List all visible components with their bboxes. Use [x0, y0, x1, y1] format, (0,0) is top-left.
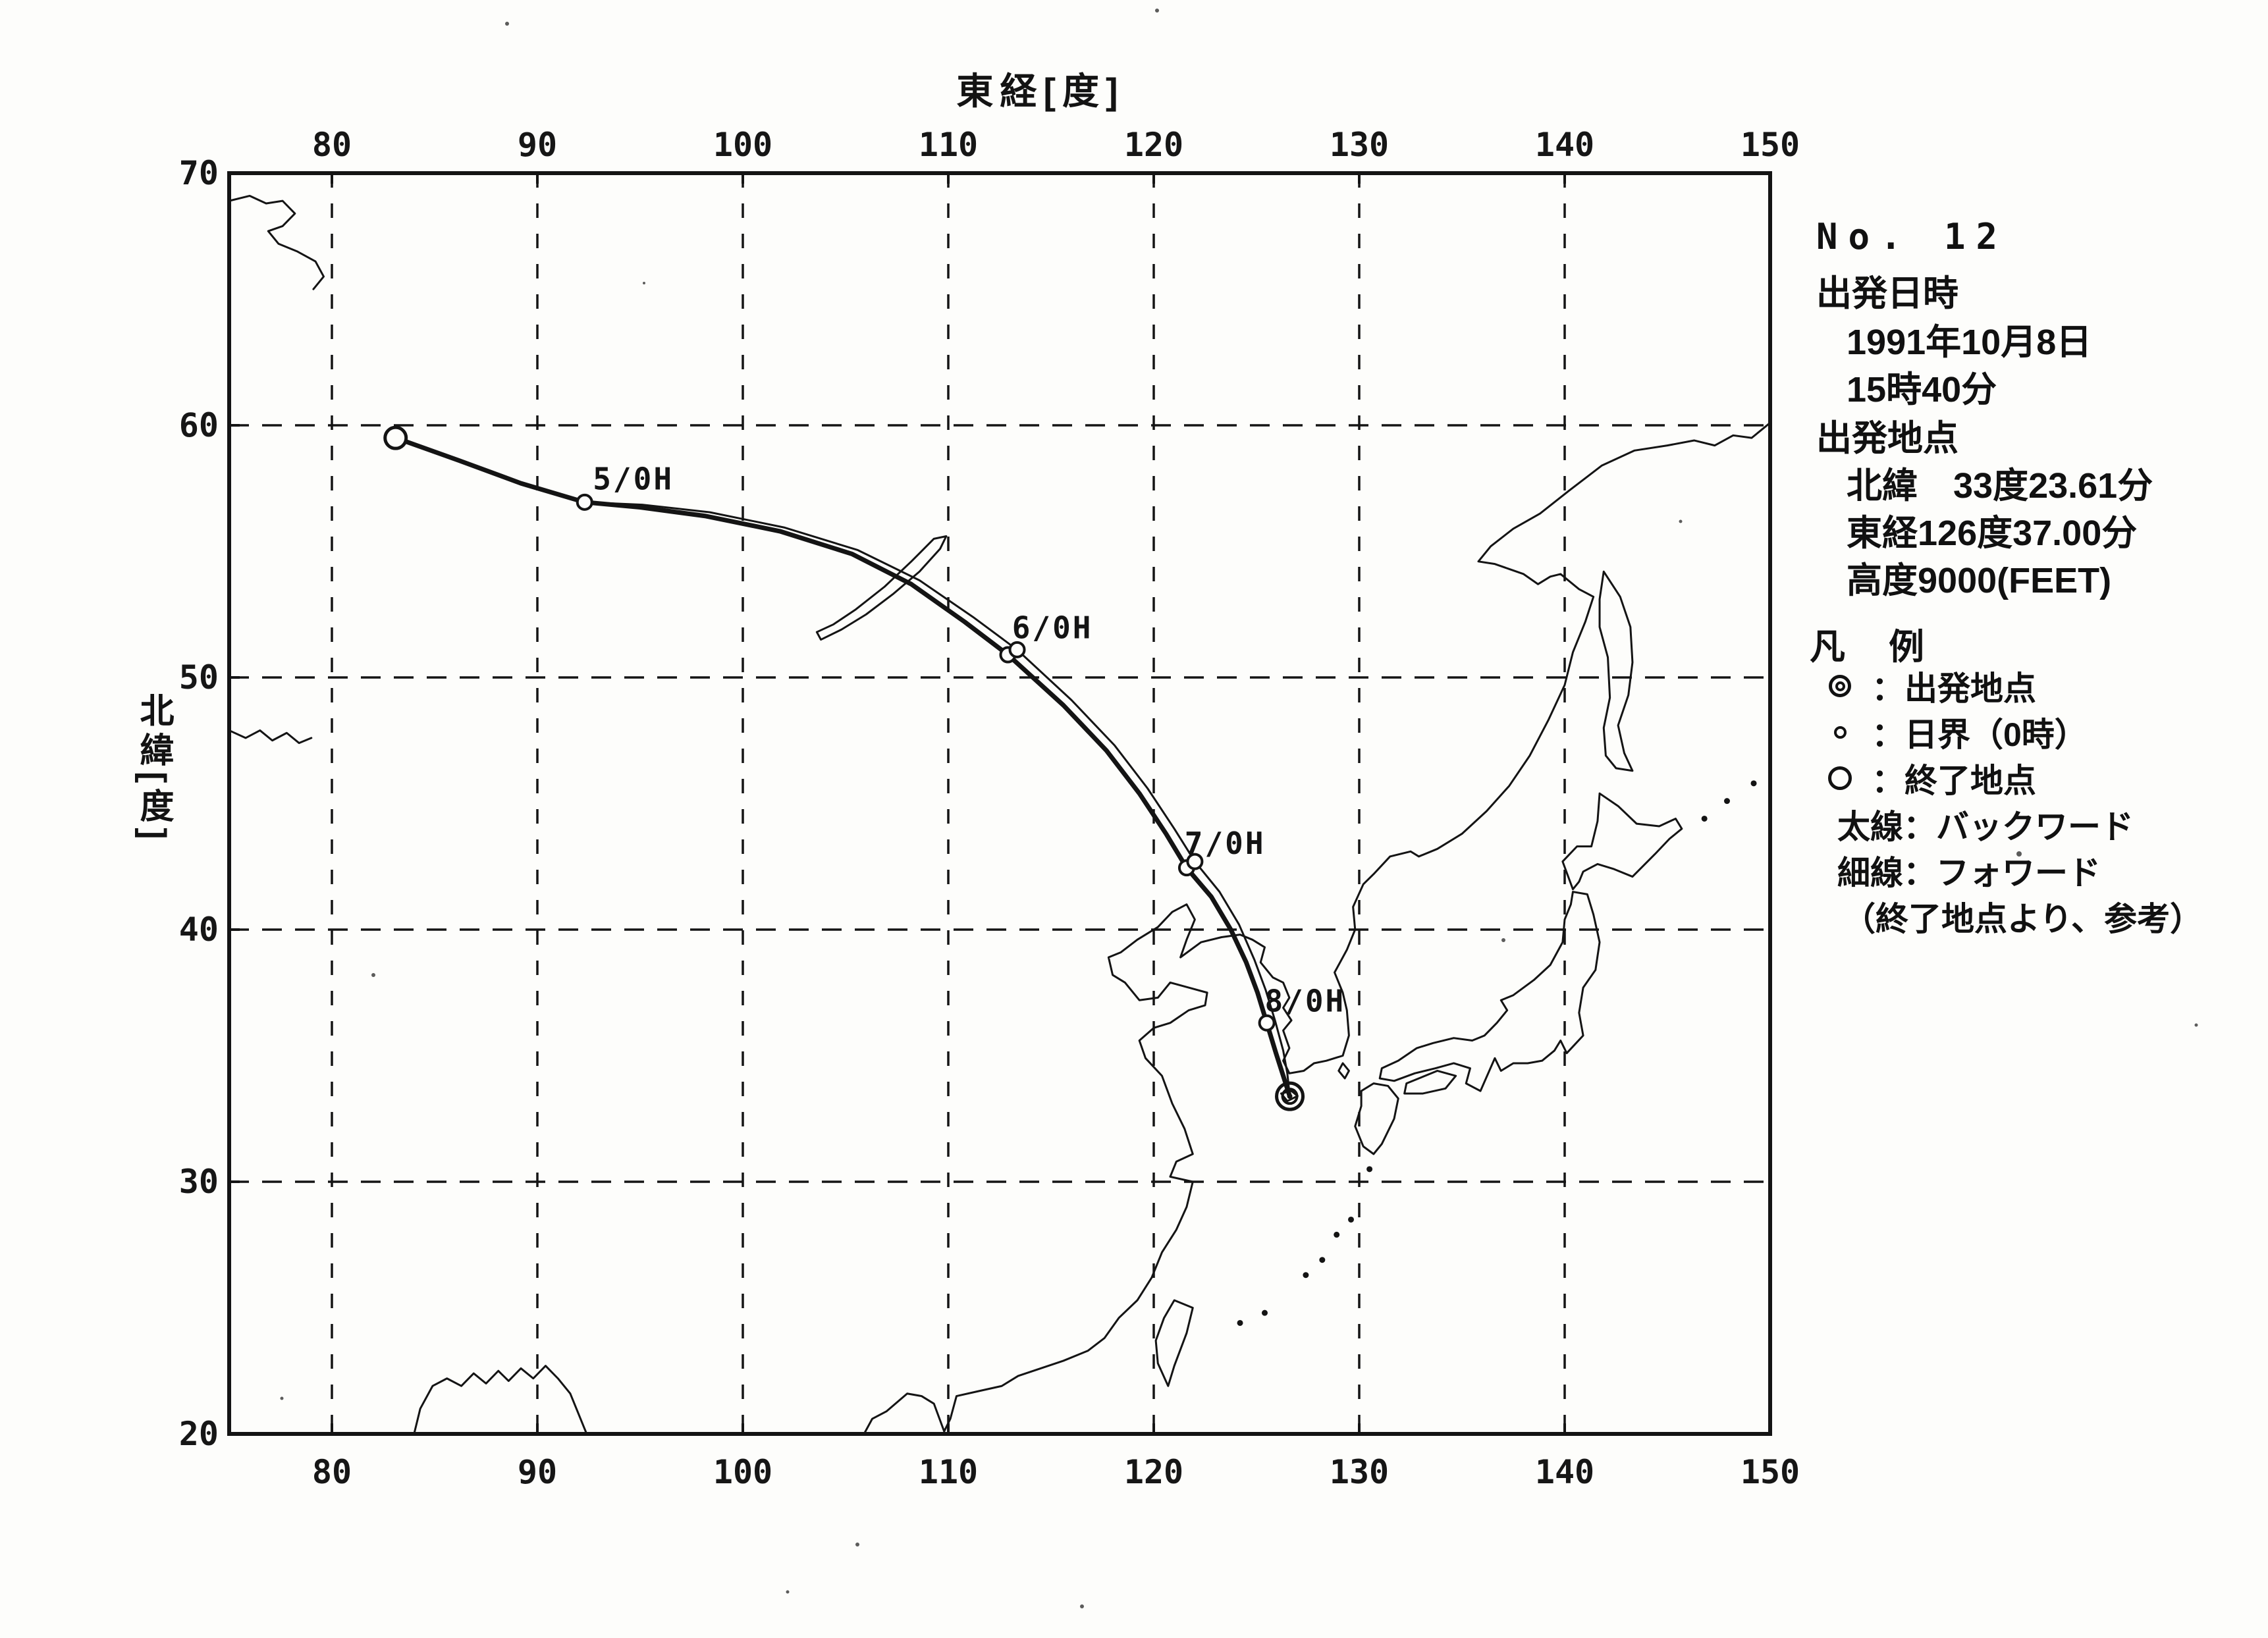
x-tick-top-100: 100	[713, 126, 773, 164]
y-tick-20: 20	[178, 1415, 219, 1453]
coastline-path-2	[229, 196, 324, 289]
x-axis-title: 東経[度]	[956, 70, 1125, 112]
coastline-path-7	[1380, 892, 1600, 1092]
scan-speckle	[786, 1590, 790, 1594]
flight-number: No. 12	[1816, 216, 2009, 257]
departure-point-icon	[1808, 675, 1872, 697]
x-tick-bottom-110: 110	[918, 1453, 979, 1491]
day-boundary-label-5: 5/0H	[593, 462, 674, 497]
end-point-marker	[383, 425, 408, 450]
island-dot	[1701, 815, 1708, 822]
y-axis-title: 北緯[度]	[134, 693, 173, 845]
scan-speckle	[371, 973, 375, 977]
y-tick-60: 60	[178, 406, 219, 444]
scan-speckle	[2194, 1023, 2198, 1027]
island-dot	[1334, 1231, 1340, 1238]
legend-thick-label: ：バックワード	[1903, 808, 2134, 845]
trajectory-backward-thick	[393, 435, 1292, 1099]
y-tick-70: 70	[178, 154, 219, 192]
island-dot	[1348, 1216, 1355, 1223]
x-tick-bottom-90: 90	[517, 1453, 558, 1491]
coastline-path-0	[864, 423, 1770, 1434]
departure-longitude: 東経126度37.00分	[1847, 514, 2138, 553]
scan-speckle	[855, 1543, 859, 1546]
coastline-path-3	[229, 730, 311, 743]
coastline-layer	[229, 196, 1770, 1434]
x-tick-bottom-130: 130	[1329, 1453, 1390, 1491]
scan-speckle	[505, 22, 509, 26]
day-boundary-label-6: 6/0H	[1012, 610, 1093, 646]
coastline-path-8	[1355, 1084, 1399, 1154]
scan-speckle	[1679, 519, 1683, 523]
trajectory-forward-thin	[394, 436, 1291, 1097]
x-tick-top-120: 120	[1123, 126, 1184, 164]
x-tick-top-150: 150	[1740, 126, 1800, 164]
departure-datetime-heading: 出発日時	[1816, 274, 1958, 313]
departure-altitude: 高度9000(FEET)	[1847, 561, 2112, 600]
plot-border	[227, 171, 1772, 1436]
legend-day-boundary-label: ：日界（0時）	[1872, 716, 2088, 753]
scan-speckle	[643, 282, 645, 284]
y-tick-50: 50	[178, 658, 219, 697]
island-dot	[1303, 1272, 1309, 1279]
day-boundary-icon	[1808, 726, 1872, 739]
island-dot	[1319, 1257, 1326, 1263]
coastline-path-1	[414, 1366, 587, 1434]
legend-note: （終了地点より、参考）	[1843, 901, 2203, 938]
island-dot	[1723, 798, 1730, 805]
departure-latitude: 北緯 33度23.61分	[1847, 466, 2153, 506]
departure-marker-outer	[1275, 1081, 1305, 1111]
island-dot	[1237, 1319, 1243, 1326]
scan-speckle	[280, 1396, 284, 1400]
coastline-path-6	[1563, 793, 1682, 889]
legend-thin-label: ：フォワード	[1903, 855, 2101, 891]
x-tick-bottom-150: 150	[1740, 1453, 1800, 1491]
day-boundary-marker-6	[1008, 641, 1026, 658]
coastline-path-4	[817, 537, 946, 640]
end-point-icon	[1808, 766, 1872, 790]
scan-speckle	[2016, 851, 2022, 857]
coastline-path-11	[1339, 1063, 1349, 1078]
day-boundary-label-7: 7/0H	[1185, 826, 1266, 861]
day-boundary-marker-5	[576, 493, 593, 511]
departure-date: 1991年10月8日	[1847, 323, 2092, 362]
scan-speckle	[1080, 1604, 1084, 1608]
day-boundary-marker-7	[1186, 853, 1204, 870]
legend-end-label: ：終了地点	[1872, 762, 2036, 799]
legend-thin-prefix: 細線	[1837, 855, 1903, 891]
day-boundary-marker-8	[1258, 1014, 1276, 1032]
departure-time: 15時40分	[1847, 370, 1997, 410]
day-boundary-label-8: 8/0H	[1264, 983, 1345, 1018]
x-tick-top-140: 140	[1534, 126, 1595, 164]
coastline-path-9	[1405, 1070, 1456, 1093]
island-dot	[1750, 780, 1757, 787]
legend-thick-prefix: 太線	[1837, 808, 1903, 845]
coastline-path-5	[1600, 571, 1633, 771]
island-dot	[1261, 1309, 1268, 1316]
x-tick-bottom-80: 80	[311, 1453, 352, 1491]
legend-heading: 凡 例	[1810, 627, 1928, 667]
departure-marker-dot	[1287, 1094, 1293, 1099]
coastline-path-10	[1156, 1300, 1193, 1386]
departure-point-heading: 出発地点	[1816, 419, 1958, 458]
y-tick-40: 40	[178, 911, 219, 949]
x-tick-top-80: 80	[311, 126, 352, 164]
scan-speckle	[1155, 9, 1159, 13]
x-tick-bottom-140: 140	[1534, 1453, 1595, 1491]
y-tick-30: 30	[178, 1163, 219, 1201]
x-tick-top-110: 110	[918, 126, 979, 164]
x-tick-top-90: 90	[517, 126, 558, 164]
x-tick-bottom-100: 100	[713, 1453, 773, 1491]
legend-departure-label: ：出発地点	[1872, 670, 2036, 707]
island-dot	[1366, 1166, 1373, 1173]
x-tick-bottom-120: 120	[1123, 1453, 1184, 1491]
scan-speckle	[1501, 938, 1505, 942]
departure-marker-inner	[1281, 1088, 1299, 1105]
x-tick-top-130: 130	[1329, 126, 1390, 164]
